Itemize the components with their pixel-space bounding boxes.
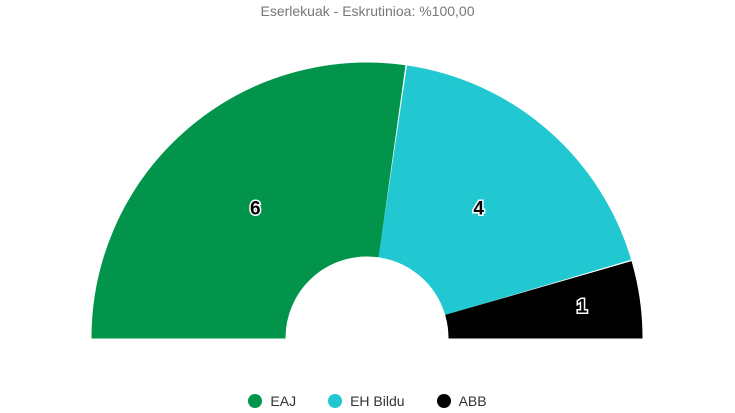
legend-label-abb: ABB bbox=[458, 393, 487, 409]
seat-label-eaj: 6 bbox=[250, 199, 261, 220]
legend-item-abb[interactable]: ABB bbox=[436, 393, 487, 409]
legend-item-eh-bildu[interactable]: EH Bildu bbox=[328, 393, 405, 409]
legend-item-eaj[interactable]: EAJ bbox=[248, 393, 296, 409]
legend-swatch-abb bbox=[436, 394, 451, 408]
slice-eh-bildu[interactable] bbox=[378, 65, 632, 316]
slice-abb[interactable] bbox=[445, 261, 643, 339]
legend-label-eaj: EAJ bbox=[270, 393, 297, 409]
slices-group bbox=[91, 62, 643, 339]
legend-swatch-eaj bbox=[248, 394, 263, 408]
labels-group: 6 4 1 bbox=[249, 197, 590, 319]
slice-eaj[interactable] bbox=[91, 62, 406, 339]
seat-label-abb: 1 bbox=[577, 297, 588, 318]
chart-title: Eserlekuak - Eskrutinioa: %100,00 bbox=[260, 3, 475, 19]
legend: EAJ EH Bildu ABB bbox=[0, 393, 735, 409]
legend-swatch-eh-bildu bbox=[328, 394, 343, 408]
seat-label-eh-bildu: 4 bbox=[473, 199, 484, 220]
legend-label-eh-bildu: EH Bildu bbox=[350, 393, 405, 409]
